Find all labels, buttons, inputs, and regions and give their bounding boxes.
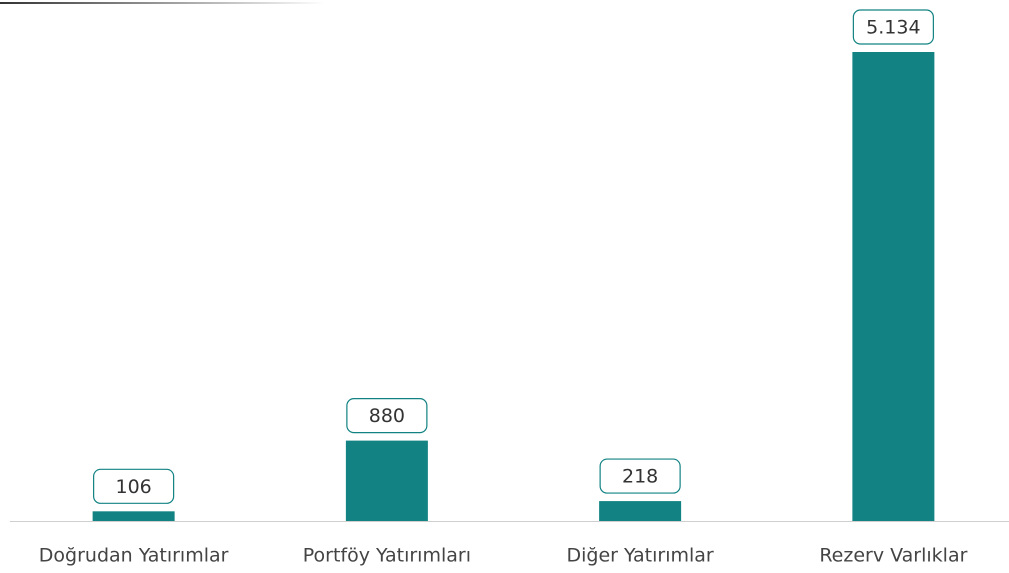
value-label: 218 <box>622 466 658 488</box>
value-label-box <box>346 398 428 434</box>
x-tick-label: Doğrudan Yatırımlar <box>39 545 229 567</box>
x-tick-label: Diğer Yatırımlar <box>567 545 714 567</box>
value-label-box <box>852 9 934 45</box>
value-label: 5.134 <box>866 17 920 39</box>
bar <box>852 52 935 521</box>
bar <box>345 440 428 521</box>
value-label: 880 <box>369 405 405 427</box>
bar <box>599 501 682 521</box>
bar <box>92 511 175 521</box>
x-tick-label: Portföy Yatırımları <box>303 545 471 567</box>
value-label-box <box>93 468 175 504</box>
header-rule <box>0 2 325 4</box>
value-label: 106 <box>115 476 151 498</box>
value-label-box <box>599 458 681 494</box>
x-tick-label: Rezerv Varlıklar <box>819 545 967 567</box>
